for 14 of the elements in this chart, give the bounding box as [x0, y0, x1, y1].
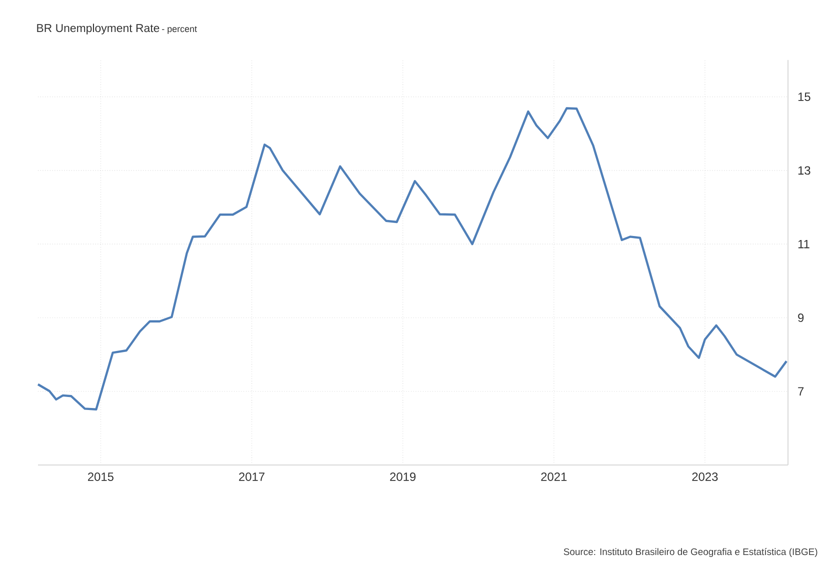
line-series	[36, 107, 788, 410]
x-tick-label: 2017	[239, 472, 264, 481]
y-tick-label: 9	[798, 313, 804, 322]
x-tick-label: 2021	[541, 472, 567, 481]
chart-subtitle: - percent	[162, 26, 197, 34]
y-tick-label: 13	[798, 166, 810, 175]
y-tick-label: 15	[798, 92, 810, 101]
y-tick-label: 11	[798, 240, 810, 248]
x-tick-label: 2015	[88, 472, 114, 481]
x-tick-label: 2023	[692, 472, 718, 481]
source-note: Source: Instituto Brasileiro de Geografia e Estatística (IBGE)	[564, 548, 818, 557]
x-tick-label: 2019	[390, 472, 416, 481]
chart-title: BR Unemployment Rate	[37, 24, 160, 34]
y-tick-label: 7	[798, 387, 804, 396]
